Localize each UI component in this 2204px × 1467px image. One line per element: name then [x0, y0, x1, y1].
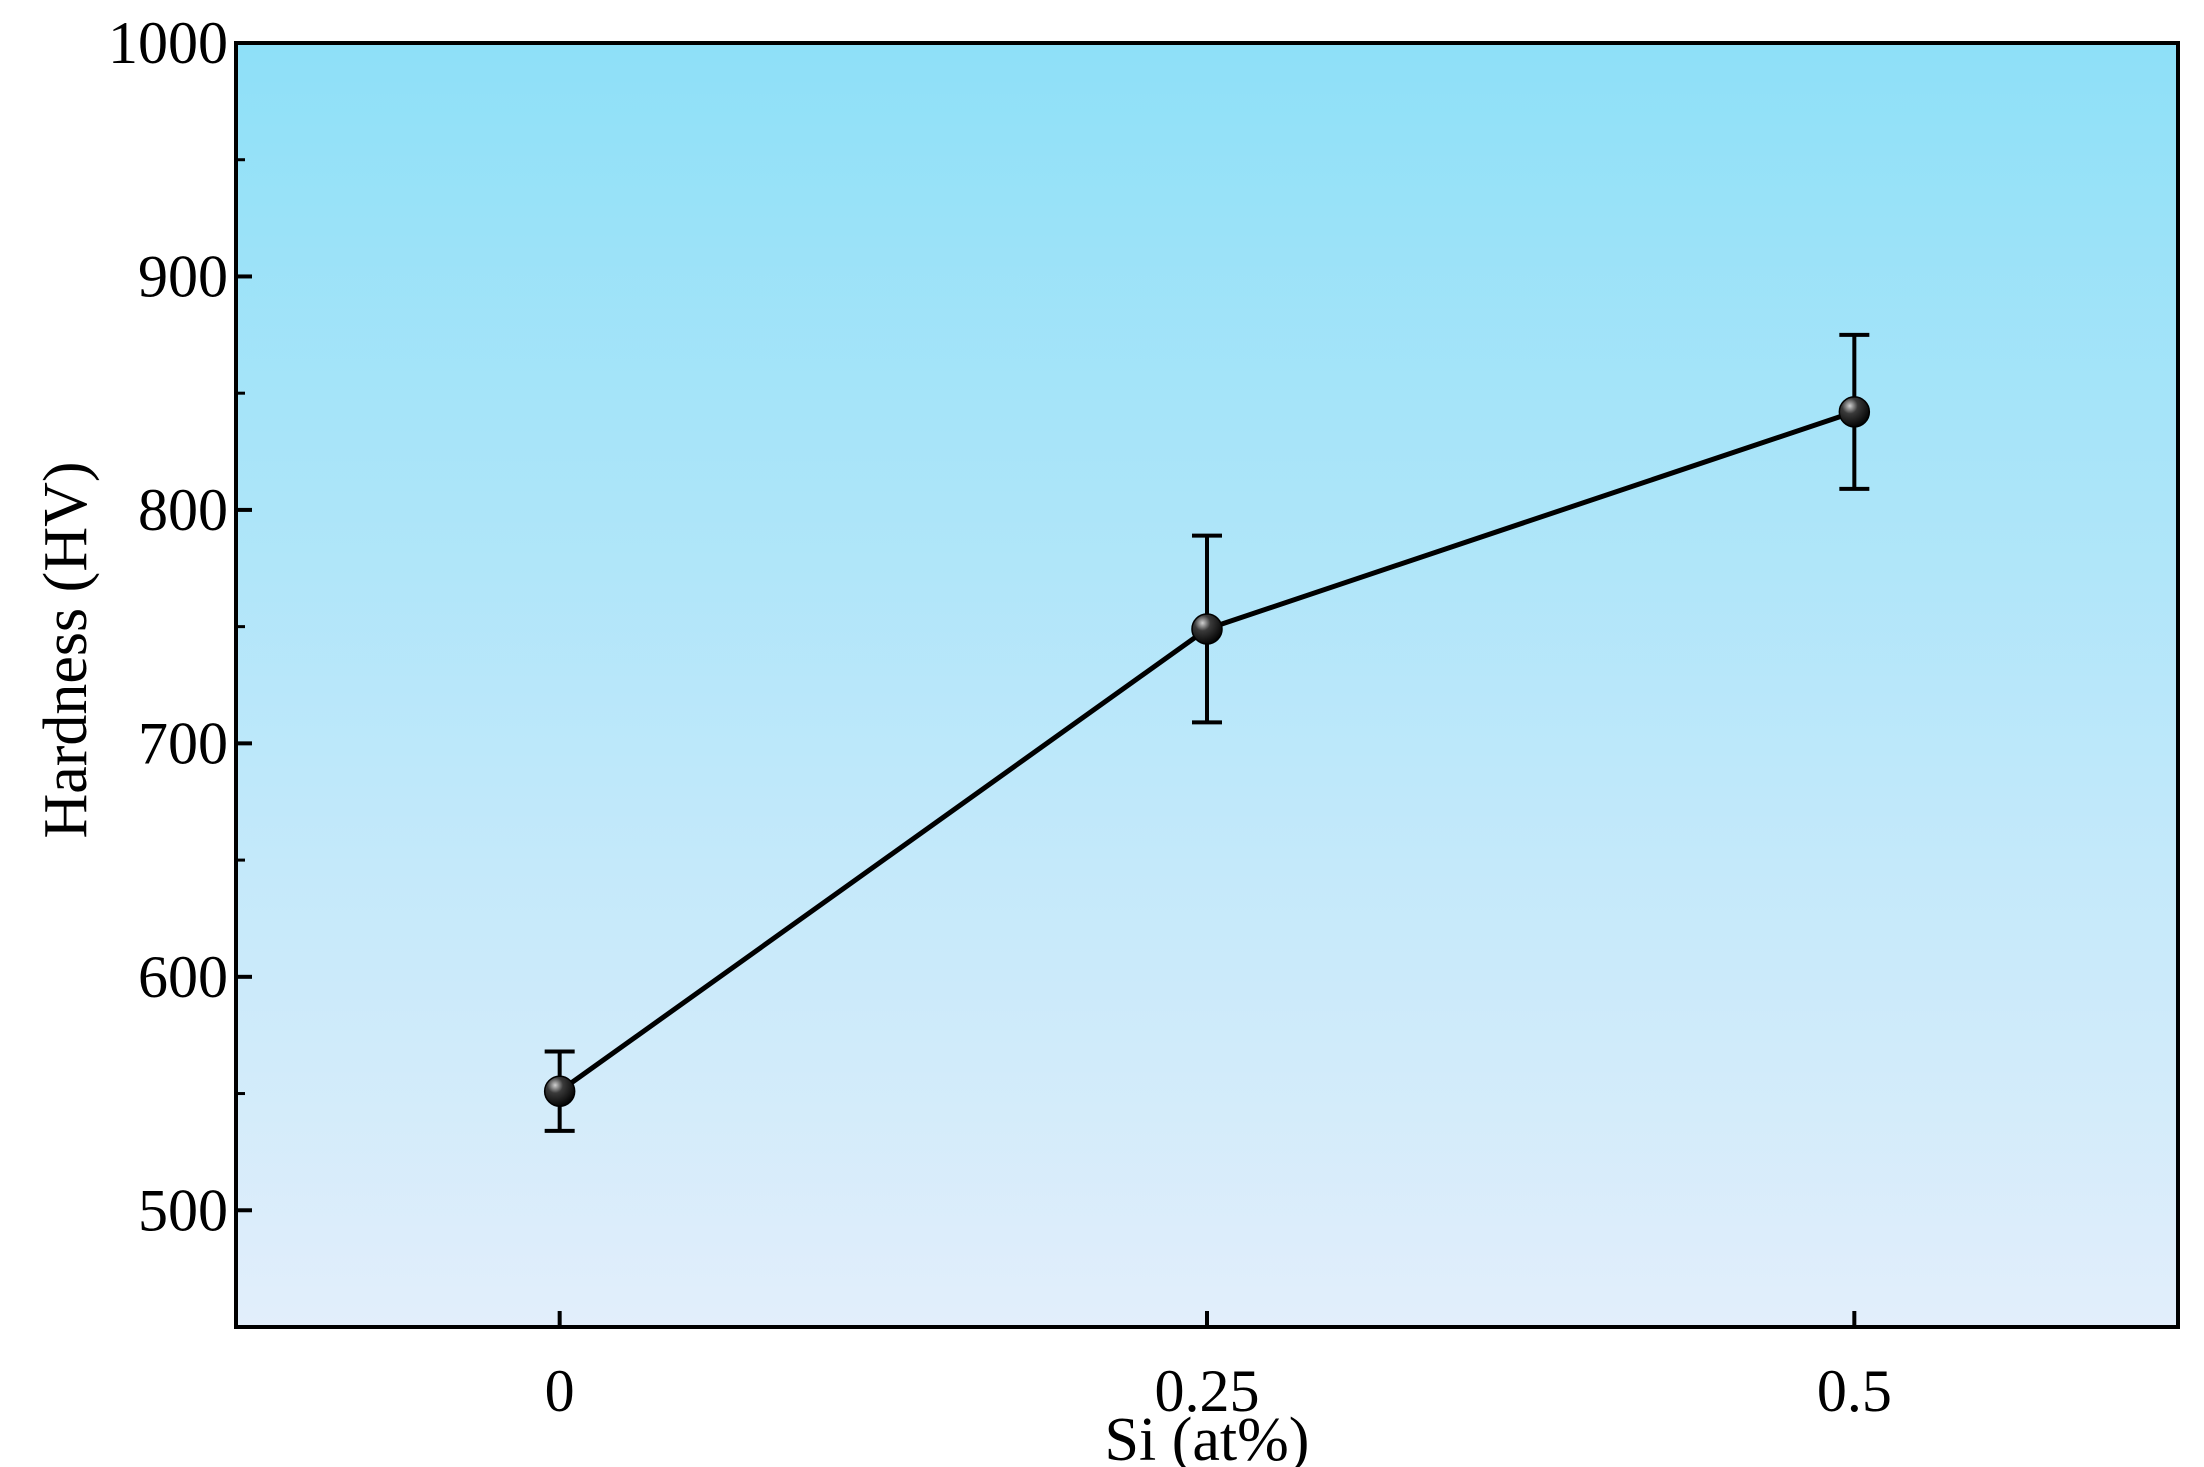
- x-tick-labels: 0 0.25 0.5: [545, 1358, 1892, 1424]
- plot-frame: [234, 41, 2180, 1329]
- x-tick-label: 0.25: [1155, 1358, 1260, 1424]
- y-tick-label: 700: [138, 710, 228, 776]
- x-axis-label: Si (at%): [1105, 1406, 1310, 1467]
- data-point: [1191, 613, 1223, 645]
- y-tick-label: 600: [138, 944, 228, 1010]
- y-tick-label: 1000: [108, 10, 228, 76]
- x-tick-label: 0: [545, 1358, 575, 1424]
- data-point: [543, 1075, 576, 1107]
- series-layer: [543, 332, 1871, 1133]
- x-axis-ticks: [557, 1311, 1857, 1327]
- y-tick-label: 500: [138, 1177, 228, 1243]
- y-tick-label: 800: [138, 477, 228, 543]
- data-point: [1838, 396, 1871, 428]
- y-tick-label: 900: [138, 243, 228, 309]
- y-axis-label: Hardness (HV): [32, 461, 100, 838]
- x-tick-label: 0.5: [1817, 1358, 1892, 1424]
- y-tick-labels: 500 600 700 800 900 1000: [108, 10, 228, 1243]
